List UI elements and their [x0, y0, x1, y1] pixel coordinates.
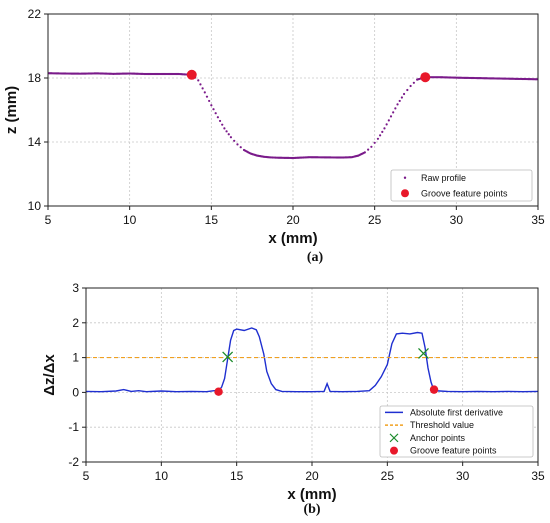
x-tick-label: 30: [456, 469, 470, 483]
y-tick-label: 0: [72, 385, 79, 399]
legend-entry: Anchor points: [410, 433, 466, 443]
x-axis-label: x (mm): [268, 230, 317, 247]
x-tick-label: 35: [531, 213, 545, 227]
y-tick-label: -1: [68, 420, 79, 434]
raw-profile-point: [385, 123, 388, 126]
raw-profile-point: [398, 99, 401, 103]
anchor-point: [222, 351, 234, 363]
raw-profile-point: [396, 103, 399, 106]
legend-entry: Absolute first derivative: [410, 407, 503, 417]
x-tick-label: 5: [83, 469, 90, 483]
groove-feature-point: [420, 72, 431, 83]
raw-profile-point: [376, 137, 380, 140]
raw-profile-point: [400, 96, 403, 99]
raw-profile-point: [227, 133, 230, 136]
groove-feature-point: [186, 69, 197, 80]
x-tick-label: 5: [45, 213, 52, 227]
x-tick-label: 25: [381, 469, 395, 483]
y-axis-label: Δz/Δx: [41, 354, 58, 396]
raw-profile-point: [214, 112, 217, 115]
raw-profile-point: [205, 95, 209, 98]
raw-profile-point: [402, 92, 406, 96]
raw-profile-point: [201, 87, 204, 90]
raw-profile-point: [379, 134, 382, 137]
raw-profile-point: [409, 84, 412, 88]
y-tick-label: 22: [28, 7, 42, 21]
raw-profile-point: [203, 91, 206, 94]
legend-swatch-circle: [401, 189, 409, 198]
raw-profile-point: [212, 108, 215, 111]
x-tick-label: 15: [205, 213, 219, 227]
raw-profile-point: [223, 127, 226, 130]
x-tick-label: 15: [230, 469, 244, 483]
raw-profile-point: [535, 78, 538, 81]
raw-profile-point: [370, 145, 373, 148]
panel-caption: (a): [307, 250, 324, 265]
chart-panel-b: 5 10 15 20 25 30 35 -2 -1 0 1 2 3 x (mm) Δz/Δx (b) Absol…: [41, 281, 545, 517]
y-tick-label: 1: [72, 351, 79, 365]
anchor-point: [418, 347, 429, 359]
raw-profile-point: [406, 88, 409, 92]
legend: Raw profile Groove feature points: [390, 169, 533, 202]
raw-profile-point: [199, 83, 202, 86]
y-axis-label: z (mm): [3, 86, 20, 134]
raw-profile-point: [210, 104, 213, 107]
raw-profile-point: [392, 111, 395, 114]
y-tick-label: 14: [28, 135, 42, 149]
raw-profile-point: [225, 130, 228, 133]
legend-entry: Groove feature points: [410, 446, 497, 456]
y-tick-label: 2: [72, 316, 79, 330]
raw-profile-point: [229, 136, 233, 139]
raw-profile-point: [387, 119, 390, 122]
x-tick-label: 35: [531, 469, 545, 483]
raw-profile-point: [218, 119, 222, 123]
x-axis-label: x (mm): [287, 486, 336, 503]
raw-profile-point: [197, 79, 200, 82]
derivative-line: [86, 327, 538, 393]
legend-entry: Groove feature points: [421, 188, 508, 198]
raw-profile-point: [389, 115, 393, 118]
legend-entry: Threshold value: [410, 420, 474, 430]
raw-profile-point: [239, 146, 242, 149]
x-tick-label: 25: [368, 213, 382, 227]
y-tick-label: -2: [68, 455, 79, 469]
raw-profile-point: [221, 123, 224, 126]
legend-box: [379, 405, 534, 458]
legend-box: [390, 169, 533, 202]
x-tick-label: 10: [123, 213, 137, 227]
raw-profile-point: [373, 141, 376, 144]
raw-profile-point: [381, 130, 384, 133]
y-tick-label: 3: [72, 281, 79, 295]
raw-profile-point: [383, 127, 386, 130]
groove-feature-point: [214, 387, 223, 396]
x-tick-label: 10: [155, 469, 169, 483]
raw-profile-point: [363, 151, 366, 154]
x-tick-label: 20: [286, 213, 300, 227]
plot-area: [48, 69, 538, 160]
legend-entry: Raw profile: [421, 173, 466, 183]
legend-swatch-circle: [390, 446, 398, 455]
raw-profile-point: [367, 148, 370, 151]
x-tick-label: 30: [450, 213, 464, 227]
panel-caption: (b): [303, 502, 320, 517]
raw-profile-point: [412, 81, 415, 84]
raw-profile-point: [236, 143, 239, 146]
groove-feature-point: [429, 385, 439, 394]
y-tick-label: 18: [28, 71, 42, 85]
raw-profile-point: [233, 139, 236, 142]
raw-profile-point: [394, 107, 397, 110]
plot-area: [86, 327, 538, 396]
y-tick-label: 10: [28, 199, 42, 213]
legend: Absolute first derivative Threshold value…: [379, 405, 534, 458]
raw-profile-point: [208, 99, 211, 103]
x-tick-label: 20: [305, 469, 319, 483]
legend-swatch-x: [389, 433, 399, 443]
legend-swatch-dot: [403, 176, 407, 179]
raw-profile-point: [216, 116, 219, 119]
